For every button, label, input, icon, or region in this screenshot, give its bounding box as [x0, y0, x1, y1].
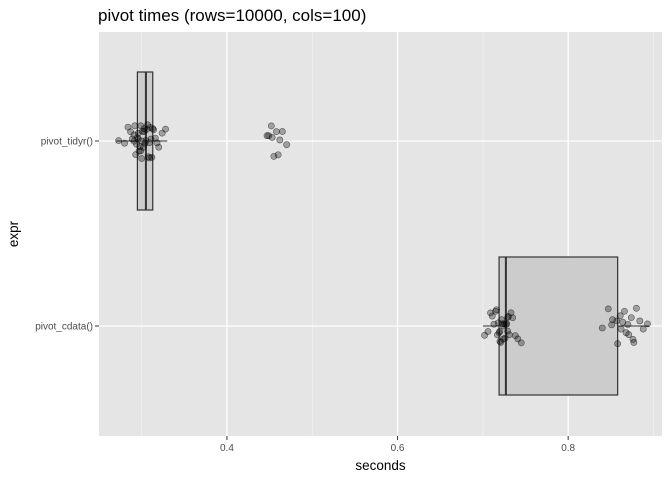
data-point: [639, 325, 647, 333]
data-point: [496, 337, 504, 345]
y-axis: pivot_tidyr() pivot_cdata(): [35, 137, 99, 333]
data-point: [279, 128, 286, 135]
data-point: [498, 316, 506, 324]
data-point: [636, 317, 644, 325]
data-point: [517, 339, 525, 347]
data-point: [488, 312, 496, 320]
data-point: [497, 338, 505, 346]
data-point: [132, 151, 140, 159]
data-point: [265, 132, 273, 140]
data-point: [121, 139, 128, 147]
chart-title: pivot times (rows=10000, cols=100): [98, 6, 366, 25]
data-point: [133, 140, 140, 148]
data-point: [625, 331, 633, 338]
x-tick-label: 0.8: [561, 443, 575, 454]
data-point: [145, 153, 152, 161]
data-point: [144, 121, 152, 129]
data-point: [115, 137, 123, 145]
data-point: [493, 306, 500, 314]
data-point: [503, 320, 511, 328]
data-point: [624, 321, 632, 328]
data-point: [509, 314, 517, 322]
data-point: [504, 314, 512, 321]
data-point: [268, 134, 276, 141]
data-point: [609, 316, 616, 324]
data-point: [633, 304, 640, 312]
data-point: [490, 320, 498, 328]
data-point: [493, 331, 501, 339]
data-point: [162, 125, 169, 133]
y-tick-label: pivot_cdata(): [35, 322, 93, 333]
box-1: [482, 256, 650, 396]
data-point: [621, 307, 628, 315]
data-point: [138, 155, 146, 162]
data-point: [140, 127, 148, 135]
x-tick-label: 0.4: [220, 443, 234, 454]
data-point: [484, 328, 492, 335]
data-point: [134, 129, 142, 137]
data-point: [627, 314, 635, 322]
data-point: [283, 141, 291, 149]
data-point: [496, 327, 504, 335]
data-point: [616, 312, 624, 320]
x-axis: 0.4 0.6 0.8: [220, 436, 576, 454]
jitter-points: [115, 121, 651, 348]
data-point: [487, 309, 494, 317]
x-axis-title: seconds: [355, 458, 406, 473]
data-point: [598, 324, 606, 332]
data-point: [644, 320, 651, 328]
data-point: [614, 340, 622, 348]
data-point: [274, 151, 282, 159]
data-point: [270, 152, 278, 160]
y-axis-title: expr: [6, 220, 21, 247]
data-point: [499, 335, 507, 343]
data-point: [267, 122, 275, 130]
data-point: [142, 137, 150, 144]
data-point: [139, 143, 147, 151]
data-point: [507, 309, 515, 317]
data-point: [481, 331, 488, 339]
box-rect: [498, 256, 619, 396]
data-point: [617, 325, 625, 333]
data-point: [263, 132, 271, 140]
data-point: [149, 125, 157, 132]
data-point: [145, 139, 153, 147]
data-point: [145, 154, 153, 162]
data-point: [276, 136, 284, 144]
data-point: [130, 131, 138, 139]
data-point: [134, 135, 142, 143]
y-tick-label: pivot_tidyr(): [41, 137, 93, 148]
data-point: [604, 305, 612, 313]
data-point: [155, 143, 163, 151]
data-point: [504, 327, 512, 335]
data-point: [273, 128, 280, 135]
x-tick-label: 0.6: [391, 443, 405, 454]
data-point: [137, 147, 145, 155]
data-point: [629, 336, 637, 343]
data-point: [608, 321, 616, 329]
data-point: [147, 135, 155, 143]
data-point: [131, 122, 139, 130]
data-point: [505, 313, 512, 320]
data-point: [148, 154, 156, 161]
